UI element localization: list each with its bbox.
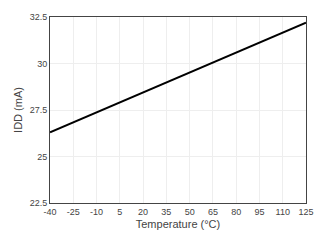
svg-text:22.5: 22.5 [30, 198, 48, 208]
svg-text:80: 80 [231, 207, 241, 217]
svg-text:-25: -25 [67, 207, 80, 217]
svg-text:95: 95 [254, 207, 264, 217]
svg-text:-10: -10 [90, 207, 103, 217]
svg-text:50: 50 [185, 207, 195, 217]
svg-text:Temperature (°C): Temperature (°C) [136, 218, 220, 230]
svg-text:27.5: 27.5 [30, 105, 48, 115]
svg-text:65: 65 [208, 207, 218, 217]
svg-text:5: 5 [117, 207, 122, 217]
svg-text:32.5: 32.5 [30, 12, 48, 22]
svg-text:-40: -40 [43, 207, 56, 217]
svg-text:20: 20 [138, 207, 148, 217]
svg-text:125: 125 [298, 207, 313, 217]
svg-text:30: 30 [37, 59, 47, 69]
svg-text:IDD (mA): IDD (mA) [12, 87, 24, 133]
svg-text:25: 25 [37, 152, 47, 162]
svg-text:110: 110 [276, 207, 290, 217]
svg-text:35: 35 [161, 207, 171, 217]
